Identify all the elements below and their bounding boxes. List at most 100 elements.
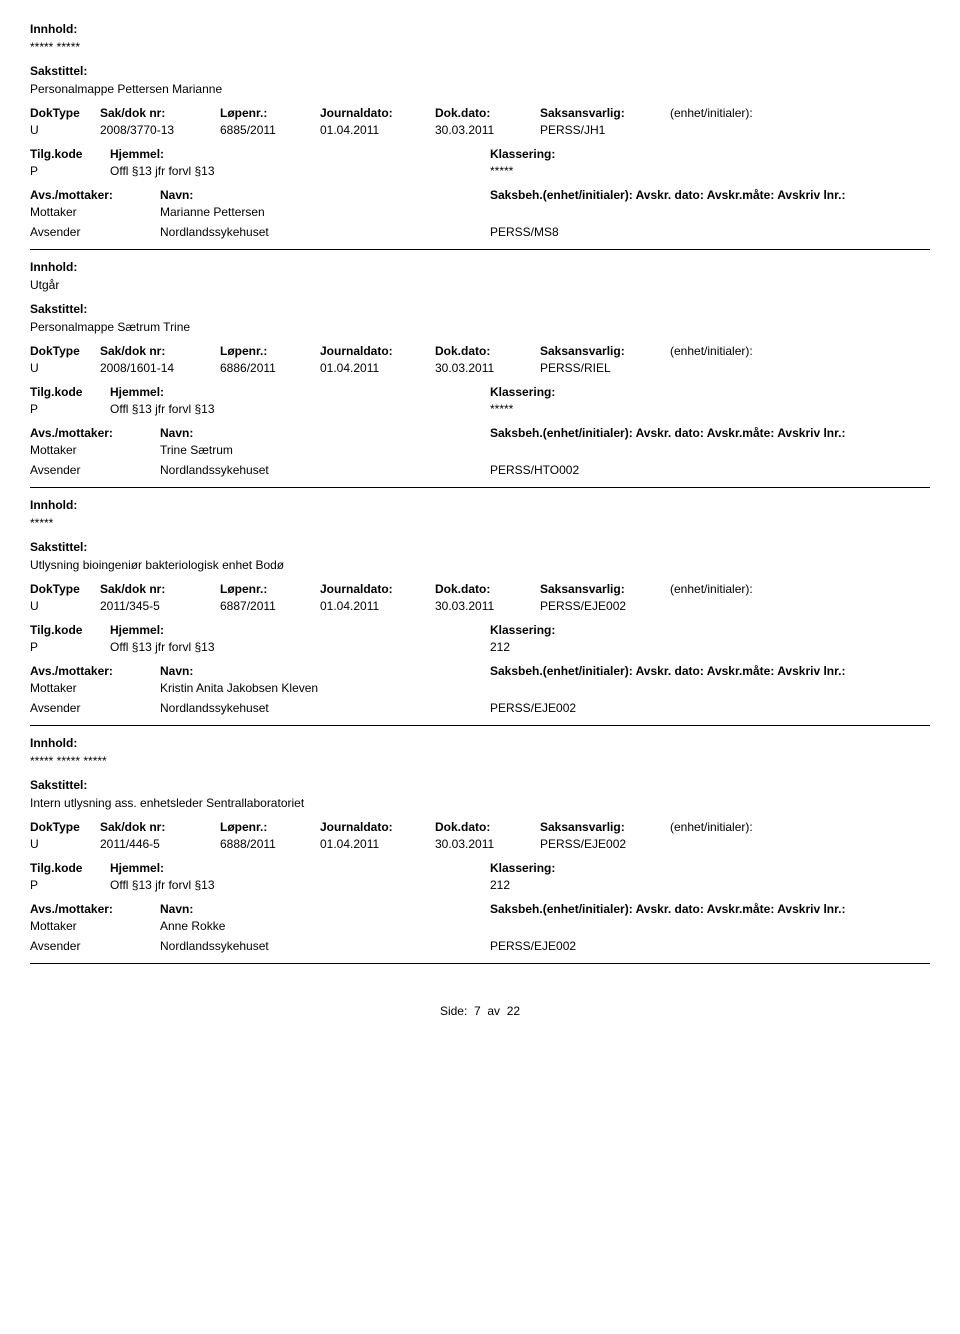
mottaker-label: Mottaker (30, 681, 160, 695)
saksansvarlig-header: Saksansvarlig: (540, 344, 670, 358)
journaldato-value: 01.04.2011 (320, 123, 435, 137)
klassering-header: Klassering: (490, 861, 555, 875)
avsender-label: Avsender (30, 939, 160, 953)
saksansvarlig-value: PERSS/RIEL (540, 361, 670, 375)
tilgkode-header: Tilg.kode (30, 861, 110, 875)
navn-header: Navn: (160, 426, 490, 440)
lopenr-value: 6886/2011 (220, 361, 320, 375)
avsmottaker-header: Avs./mottaker: (30, 664, 160, 678)
avsender-navn: Nordlandssykehuset (160, 939, 490, 953)
avsender-navn: Nordlandssykehuset (160, 463, 490, 477)
hjemmel-header: Hjemmel: (110, 623, 490, 637)
record-divider (30, 963, 930, 964)
sakdok-header: Sak/dok nr: (100, 582, 220, 596)
saksansvarlig-value: PERSS/EJE002 (540, 837, 670, 851)
tilgkode-value: P (30, 164, 110, 178)
page-current: 7 (474, 1004, 481, 1018)
saksbeh-value: PERSS/HTO002 (490, 463, 579, 477)
sakdok-value: 2008/1601-14 (100, 361, 220, 375)
klassering-value: 212 (490, 640, 510, 654)
doktype-header: DokType (30, 106, 100, 120)
avsender-navn: Nordlandssykehuset (160, 225, 490, 239)
dokdato-header: Dok.dato: (435, 344, 540, 358)
avsender-label: Avsender (30, 701, 160, 715)
klassering-value: ***** (490, 402, 513, 416)
mottaker-navn: Marianne Pettersen (160, 205, 490, 219)
hjemmel-value: Offl §13 jfr forvl §13 (110, 878, 490, 892)
saksansvarlig-header: Saksansvarlig: (540, 820, 670, 834)
sakstittel-value: Intern utlysning ass. enhetsleder Sentra… (30, 796, 930, 810)
doktype-value: U (30, 599, 100, 613)
hjemmel-value: Offl §13 jfr forvl §13 (110, 164, 490, 178)
avsender-label: Avsender (30, 463, 160, 477)
saksansvarlig-value: PERSS/EJE002 (540, 599, 670, 613)
navn-header: Navn: (160, 188, 490, 202)
lopenr-header: Løpenr.: (220, 106, 320, 120)
lopenr-header: Løpenr.: (220, 582, 320, 596)
saksbeh-header: Saksbeh.(enhet/initialer): Avskr. dato: … (490, 426, 845, 440)
saksbeh-header: Saksbeh.(enhet/initialer): Avskr. dato: … (490, 664, 845, 678)
dokdato-header: Dok.dato: (435, 820, 540, 834)
sakdok-value: 2011/446-5 (100, 837, 220, 851)
mottaker-label: Mottaker (30, 205, 160, 219)
journaldato-value: 01.04.2011 (320, 599, 435, 613)
sakdok-value: 2008/3770-13 (100, 123, 220, 137)
record-divider (30, 725, 930, 726)
doktype-value: U (30, 123, 100, 137)
doktype-value: U (30, 837, 100, 851)
tilgkode-header: Tilg.kode (30, 385, 110, 399)
innhold-value: ***** ***** (30, 40, 930, 54)
record: Innhold: Utgår Sakstittel: Personalmappe… (30, 260, 930, 477)
saksansvarlig-value: PERSS/JH1 (540, 123, 670, 137)
tilgkode-value: P (30, 640, 110, 654)
dokdato-header: Dok.dato: (435, 582, 540, 596)
sakstittel-value: Personalmappe Sætrum Trine (30, 320, 930, 334)
journaldato-header: Journaldato: (320, 344, 435, 358)
tilgkode-value: P (30, 878, 110, 892)
innhold-label: Innhold: (30, 22, 930, 36)
sakdok-header: Sak/dok nr: (100, 820, 220, 834)
hjemmel-value: Offl §13 jfr forvl §13 (110, 640, 490, 654)
hjemmel-header: Hjemmel: (110, 861, 490, 875)
sakstittel-label: Sakstittel: (30, 778, 930, 792)
journaldato-value: 01.04.2011 (320, 361, 435, 375)
avsmottaker-header: Avs./mottaker: (30, 902, 160, 916)
avsmottaker-header: Avs./mottaker: (30, 426, 160, 440)
av-label: av (487, 1004, 500, 1018)
lopenr-header: Løpenr.: (220, 820, 320, 834)
saksansvarlig-header: Saksansvarlig: (540, 582, 670, 596)
enhet-header: (enhet/initialer): (670, 106, 820, 120)
saksansvarlig-header: Saksansvarlig: (540, 106, 670, 120)
enhet-header: (enhet/initialer): (670, 582, 820, 596)
record: Innhold: ***** ***** ***** Sakstittel: I… (30, 736, 930, 953)
mottaker-label: Mottaker (30, 443, 160, 457)
journaldato-header: Journaldato: (320, 106, 435, 120)
tilgkode-value: P (30, 402, 110, 416)
doktype-header: DokType (30, 344, 100, 358)
enhet-header: (enhet/initialer): (670, 820, 820, 834)
dokdato-value: 30.03.2011 (435, 123, 540, 137)
journaldato-value: 01.04.2011 (320, 837, 435, 851)
mottaker-navn: Kristin Anita Jakobsen Kleven (160, 681, 490, 695)
sakstittel-value: Utlysning bioingeniør bakteriologisk enh… (30, 558, 930, 572)
lopenr-value: 6888/2011 (220, 837, 320, 851)
hjemmel-value: Offl §13 jfr forvl §13 (110, 402, 490, 416)
klassering-header: Klassering: (490, 385, 555, 399)
innhold-value: Utgår (30, 278, 930, 292)
sakdok-header: Sak/dok nr: (100, 344, 220, 358)
navn-header: Navn: (160, 902, 490, 916)
page-total: 22 (507, 1004, 520, 1018)
saksbeh-value: PERSS/MS8 (490, 225, 559, 239)
lopenr-value: 6887/2011 (220, 599, 320, 613)
saksbeh-value: PERSS/EJE002 (490, 939, 576, 953)
mottaker-navn: Anne Rokke (160, 919, 490, 933)
record: Innhold: ***** Sakstittel: Utlysning bio… (30, 498, 930, 715)
dokdato-header: Dok.dato: (435, 106, 540, 120)
record-divider (30, 249, 930, 250)
dokdato-value: 30.03.2011 (435, 837, 540, 851)
klassering-header: Klassering: (490, 147, 555, 161)
record-divider (30, 487, 930, 488)
side-label: Side: (440, 1004, 467, 1018)
innhold-label: Innhold: (30, 260, 930, 274)
journaldato-header: Journaldato: (320, 820, 435, 834)
